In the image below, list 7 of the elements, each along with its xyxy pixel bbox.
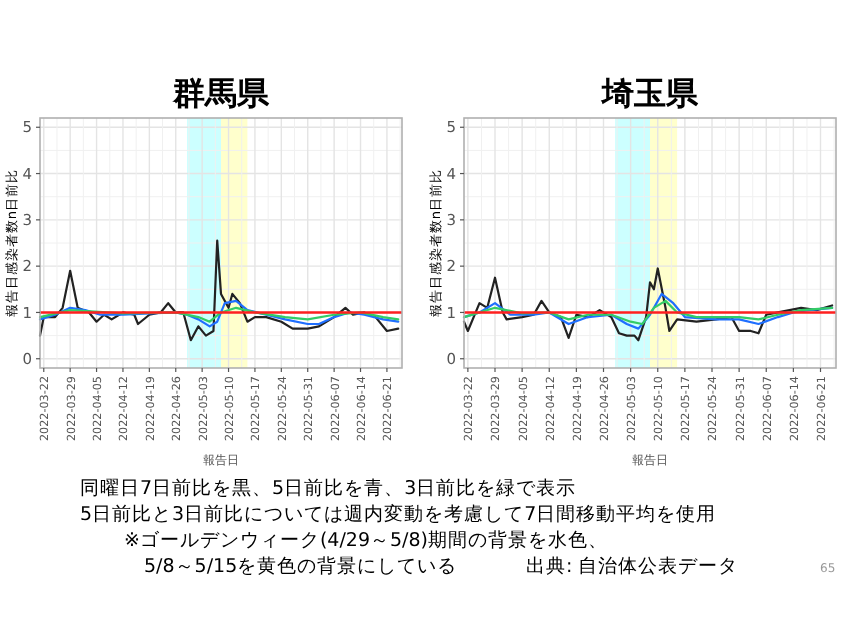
chart-title: 埼玉県 [600, 74, 700, 112]
text: 5日前比と3日前比については週内変動を考慮して7日間移動平均を使用 [80, 502, 717, 526]
text: 同曜日7日前比を黒、5日前比を青、3日前比を緑で表示 [80, 476, 577, 500]
source-note: 出典: 自治体公表データ [526, 554, 739, 578]
chart-title: 群馬県 [171, 74, 271, 112]
text: ※ゴールデンウィーク(4/29～5/8)期間の背景を水色、 [124, 528, 608, 552]
text: 5/8～5/15を黄色の背景にしている [144, 554, 458, 578]
